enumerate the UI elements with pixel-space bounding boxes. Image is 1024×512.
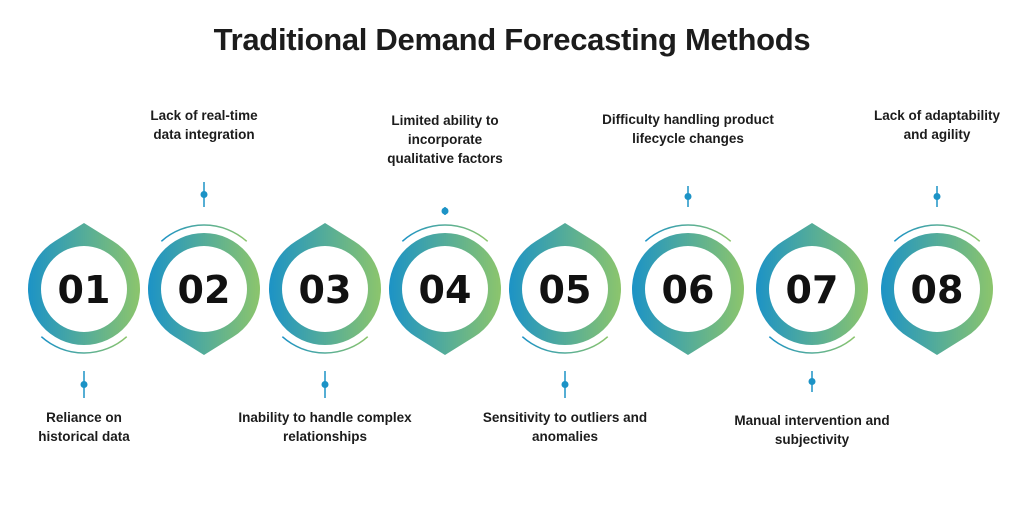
step-accent-arc [401,224,489,242]
step-07: 07 [756,223,868,392]
step-accent-arc [644,224,732,242]
step-inner-circle [282,246,368,332]
step-accent-arc [160,224,248,242]
step-inner-circle [645,246,731,332]
step-inner-circle [402,246,488,332]
step-08: 08 [881,186,994,355]
step-accent-arc [521,336,609,354]
step-number: 02 [178,268,231,312]
step-accent-arc [893,224,981,242]
step-number: 08 [911,268,964,312]
step-connector-dot [80,381,88,388]
step-accent-arc [281,336,369,354]
step-05: 05 [509,223,622,398]
step-caption-05: Sensitivity to outliers and anomalies [482,410,648,444]
step-connector-dot [684,193,692,200]
page-title: Traditional Demand Forecasting Methods [213,22,811,57]
step-06: 06 [632,186,745,355]
step-inner-circle [769,246,855,332]
step-number: 07 [786,268,839,312]
step-accent-arc [40,336,128,354]
step-number: 04 [419,268,472,312]
step-number: 01 [58,268,111,312]
step-caption-06: Difficulty handling product lifecycle cha… [602,112,774,146]
step-caption-04: Limited ability to incorporate qualitative… [387,113,503,166]
step-caption-01: Reliance on historical data [38,410,130,444]
step-connector-dot [808,378,816,385]
step-number: 06 [662,268,715,312]
step-04: 04 [389,207,502,355]
step-inner-circle [522,246,608,332]
step-connector-dot [321,381,329,388]
step-number: 05 [539,268,592,312]
step-inner-circle [161,246,247,332]
step-connector-dot [933,193,941,200]
step-caption-08: Lack of adaptability and agility [873,108,1001,142]
step-connector-dot [561,381,569,388]
step-connector-dot [200,191,208,198]
step-accent-arc [768,336,856,354]
step-connector-dot [441,207,449,215]
step-02: 02 [148,182,260,355]
step-caption-03: Inability to handle complex relationships [238,410,412,444]
step-inner-circle [41,246,127,332]
step-03: 03 [269,223,382,398]
step-caption-07: Manual intervention and subjectivity [734,413,890,447]
step-inner-circle [894,246,980,332]
step-01: 01 [28,223,141,398]
step-caption-02: Lack of real-time data integration [150,108,258,142]
step-number: 03 [299,268,352,312]
